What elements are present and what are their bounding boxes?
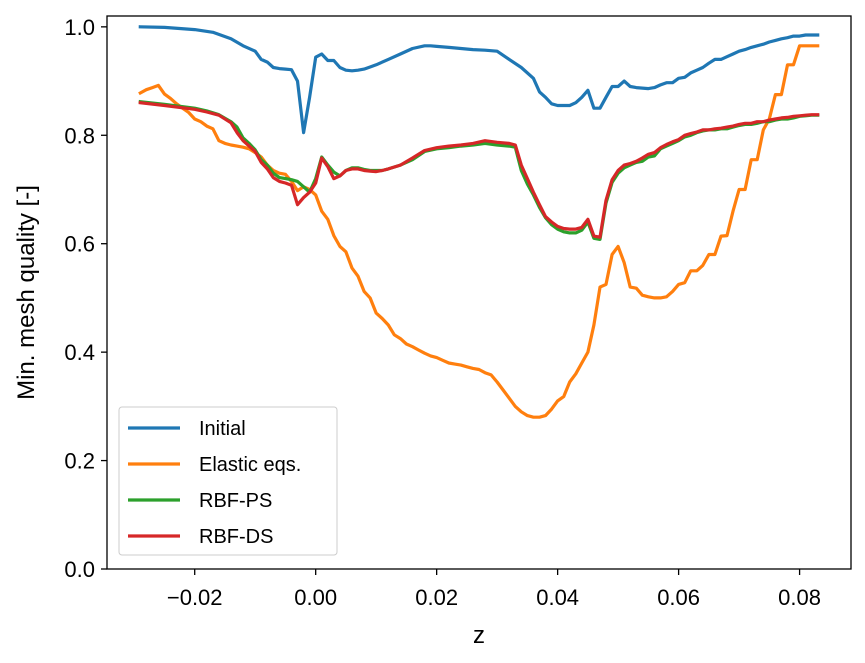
x-tick-label: 0.08 [778,585,821,610]
y-tick-label: 0.8 [64,123,95,148]
y-axis-ticks: 0.0 0.2 0.4 0.6 0.8 1.0 [64,15,107,582]
y-axis-label: Min. mesh quality [-] [13,185,40,400]
x-tick-label: 0.06 [657,585,700,610]
legend-label: RBF-DS [199,526,273,548]
y-tick-label: 0.6 [64,232,95,257]
x-tick-label: 0.04 [536,585,579,610]
y-tick-label: 0.4 [64,340,95,365]
legend-box [118,406,338,556]
x-axis-ticks: −0.02 0.00 0.02 0.04 0.06 0.08 [167,569,821,610]
series-line-rbf-ps [138,99,820,241]
x-tick-label: −0.02 [167,585,223,610]
series-lines [138,25,820,419]
legend-label: Initial [199,418,246,440]
series-line-rbf-ds [138,100,820,239]
x-tick-label: 0.02 [415,585,458,610]
legend-label: Elastic eqs. [199,454,301,476]
x-axis-label: z [473,622,485,649]
series-line-initial [138,25,820,135]
plot-frame [106,15,852,570]
y-tick-label: 0.2 [64,449,95,474]
x-tick-label: 0.00 [294,585,337,610]
y-tick-label: 1.0 [64,15,95,40]
series-line-elastic-eqs [138,44,820,419]
legend-label: RBF-PS [199,490,272,512]
y-tick-label: 0.0 [64,557,95,582]
legend: Initial Elastic eqs. RBF-PS RBF-DS [118,406,338,556]
